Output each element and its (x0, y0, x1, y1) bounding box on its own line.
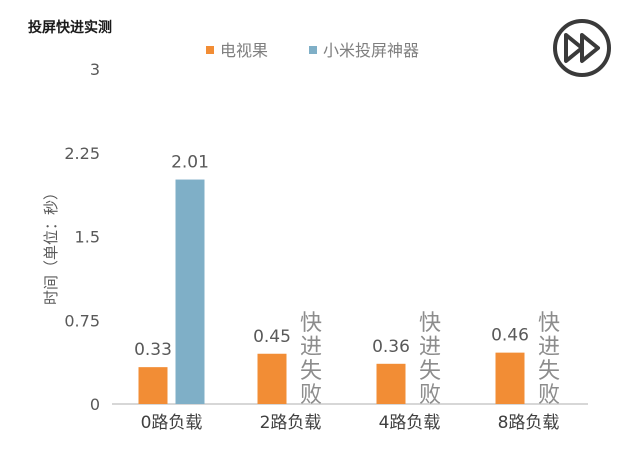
legend: 电视果 小米投屏神器 (206, 41, 419, 60)
x-tick-label-3: 8路负载 (498, 413, 560, 433)
y-tick-label-2: 1.5 (75, 228, 100, 247)
data-label-tv-guo-3: 0.46 (491, 326, 529, 346)
data-label-tv-guo-0: 0.33 (134, 340, 172, 360)
y-tick-label-1: 0.75 (64, 311, 100, 330)
data-label-xiaomi-0: 2.01 (171, 153, 209, 173)
y-axis-title: 时间（单位：秒） (42, 185, 60, 305)
annotations-group: 快进失败 快进失败 快进失败 (300, 311, 560, 408)
annotation-fast-forward-failed-1: 快进失败 (300, 311, 322, 408)
bar-tv-guo-3 (495, 352, 525, 404)
x-tick-label-1: 2路负载 (260, 413, 322, 433)
y-tick-label-4: 3 (90, 60, 100, 79)
bar-tv-guo-0 (138, 367, 168, 404)
legend-swatch-tv-guo (206, 46, 214, 54)
annotation-fast-forward-failed-3: 快进失败 (538, 311, 560, 408)
legend-swatch-xiaomi (309, 46, 317, 54)
y-axis-ticks: 0 0.75 1.5 2.25 3 (64, 60, 100, 414)
data-label-tv-guo-2: 0.36 (372, 337, 410, 357)
bars-group (138, 179, 525, 404)
y-tick-label-0: 0 (90, 395, 100, 414)
x-tick-label-2: 4路负载 (379, 413, 441, 433)
bar-tv-guo-1 (257, 353, 287, 404)
fast-forward-icon[interactable] (553, 19, 611, 77)
page-title: 投屏快进实测 (28, 19, 112, 36)
x-tick-label-0: 0路负载 (141, 413, 203, 433)
icon-ring (553, 19, 611, 77)
legend-label-xiaomi: 小米投屏神器 (323, 41, 419, 60)
y-tick-label-3: 2.25 (64, 144, 100, 163)
bar-tv-guo-2 (376, 363, 406, 404)
icon-arrow-right (580, 33, 600, 63)
x-axis-labels: 0路负载 2路负载 4路负载 8路负载 (141, 413, 560, 433)
data-label-tv-guo-1: 0.45 (253, 327, 291, 347)
data-labels-group: 0.33 2.01 0.45 0.36 0.46 (134, 153, 529, 361)
bar-xiaomi-0 (175, 179, 205, 404)
icon-arrow-left (564, 33, 584, 63)
annotation-fast-forward-failed-2: 快进失败 (419, 311, 441, 408)
legend-label-tv-guo: 电视果 (220, 41, 268, 60)
